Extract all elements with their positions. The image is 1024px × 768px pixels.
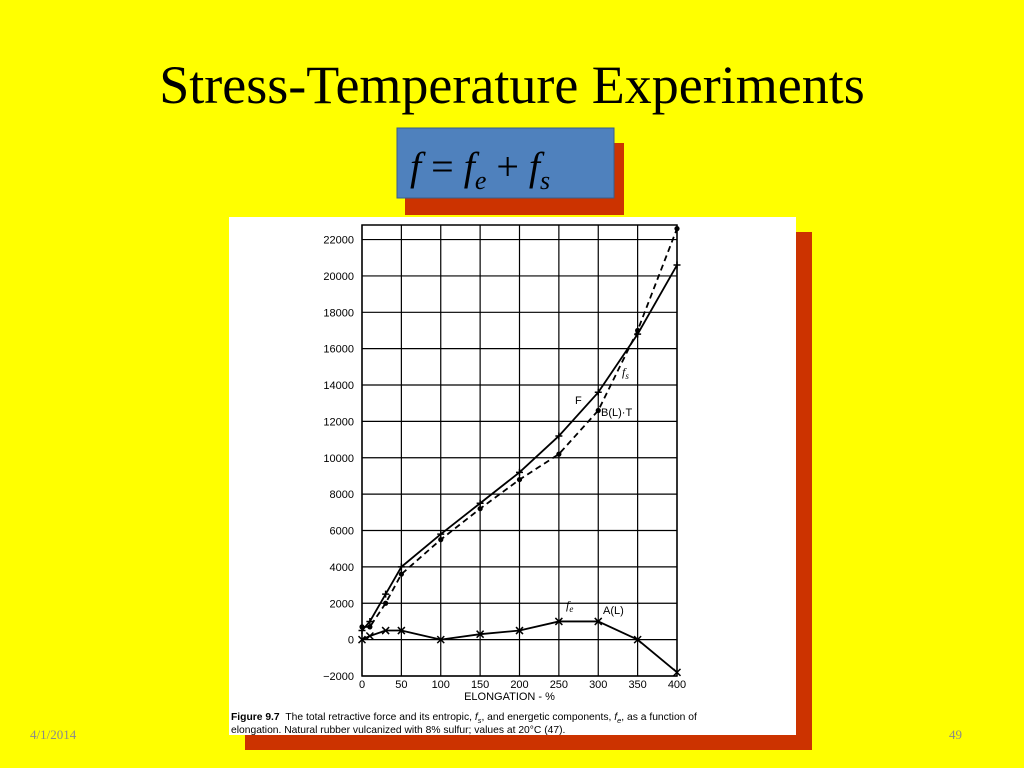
text-piece: f	[614, 712, 618, 723]
annotation: fe​	[566, 598, 573, 614]
subscript: e	[475, 166, 487, 195]
subscript: s	[478, 716, 482, 725]
point	[674, 226, 680, 232]
subscript: s	[625, 371, 629, 381]
x-tick-label: 100	[432, 679, 450, 691]
slide-date: 4/1/2014	[30, 727, 77, 742]
slide-number: 49	[949, 727, 962, 742]
point	[367, 624, 373, 630]
x-tick-label: 400	[668, 679, 686, 691]
point	[673, 261, 681, 269]
point	[594, 617, 603, 626]
y-tick-label: 18000	[323, 307, 354, 319]
y-tick-label: 16000	[323, 344, 354, 356]
y-tick-label: 4000	[330, 562, 354, 574]
y-tick-label: −2000	[323, 671, 354, 683]
point	[672, 668, 682, 677]
subscript: e	[569, 604, 573, 614]
y-tick-label: 10000	[323, 453, 354, 465]
point	[554, 617, 563, 626]
point	[477, 506, 483, 512]
point	[476, 499, 484, 507]
x-tick-label: 0	[359, 679, 365, 691]
point	[381, 626, 390, 635]
text-piece: f	[566, 598, 571, 612]
point	[594, 388, 602, 396]
point	[437, 530, 445, 538]
annotation: fs​	[622, 365, 629, 381]
x-tick-label: 50	[395, 679, 407, 691]
point	[555, 432, 563, 440]
point	[515, 626, 524, 635]
series-label: B(L)·T	[601, 407, 632, 419]
text-piece: =	[431, 144, 454, 189]
series-label: F	[575, 395, 582, 407]
x-tick-label: 200	[510, 679, 528, 691]
caption-line: Figure 9.7 The total retractive force an…	[231, 712, 697, 725]
x-tick-label: 250	[550, 679, 568, 691]
point	[366, 617, 374, 625]
y-tick-label: 0	[348, 635, 354, 647]
point	[357, 635, 367, 644]
x-axis-title: ELONGATION - %	[464, 691, 555, 703]
point	[383, 600, 389, 606]
point	[476, 630, 485, 639]
plot-frame	[361, 224, 678, 677]
x-tick-label: 300	[589, 679, 607, 691]
subscript: e	[617, 716, 621, 725]
y-tick-label: 22000	[323, 235, 354, 247]
y-tick-label: 12000	[323, 416, 354, 428]
point	[633, 635, 642, 644]
text-piece: , as a function of	[621, 712, 697, 723]
point	[436, 635, 445, 644]
series-label: A(L)	[603, 605, 624, 617]
figure	[229, 217, 796, 735]
caption-line: elongation. Natural rubber vulcanized wi…	[231, 725, 565, 736]
point	[359, 624, 365, 630]
formula-box	[396, 127, 615, 199]
y-tick-label: 6000	[330, 526, 354, 538]
text-piece: +	[496, 144, 519, 189]
slide-title: Stress-Temperature Experiments	[159, 55, 864, 115]
point	[365, 631, 374, 641]
point	[398, 571, 404, 577]
y-tick-label: 2000	[330, 598, 354, 610]
text-piece: f	[475, 712, 479, 723]
text-piece: f	[622, 365, 627, 379]
y-tick-label: 14000	[323, 380, 354, 392]
text-piece: The total retractive force and its entro…	[285, 712, 474, 723]
subscript: s	[540, 166, 550, 195]
point	[556, 451, 562, 457]
point	[382, 590, 390, 598]
caption-label: Figure 9.7	[231, 712, 280, 723]
point	[516, 476, 523, 483]
point	[516, 468, 523, 476]
point	[438, 537, 444, 543]
point	[635, 327, 641, 334]
text-piece: , and energetic components,	[481, 712, 614, 723]
point	[397, 626, 406, 635]
y-tick-label: 8000	[330, 489, 354, 501]
point	[595, 407, 601, 414]
x-tick-label: 350	[628, 679, 646, 691]
x-tick-label: 150	[471, 679, 489, 691]
point	[397, 563, 405, 571]
y-tick-label: 20000	[323, 271, 354, 283]
